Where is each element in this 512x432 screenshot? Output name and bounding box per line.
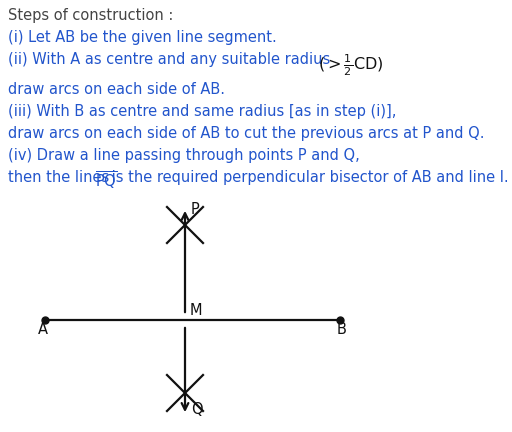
Text: $(> \frac{1}{2}$CD$)$: $(> \frac{1}{2}$CD$)$ [318, 52, 383, 78]
Text: then the lines: then the lines [8, 170, 109, 185]
Text: M: M [190, 303, 203, 318]
Text: (i) Let AB be the given line segment.: (i) Let AB be the given line segment. [8, 30, 277, 45]
Text: Steps of construction :: Steps of construction : [8, 8, 174, 23]
Text: (iii) With B as centre and same radius [as in step (i)],: (iii) With B as centre and same radius [… [8, 104, 396, 119]
Text: is the required perpendicular bisector of AB and line l.: is the required perpendicular bisector o… [107, 170, 508, 185]
Text: B: B [337, 322, 347, 337]
Text: (ii) With A as centre and any suitable radius: (ii) With A as centre and any suitable r… [8, 52, 330, 67]
Text: (iv) Draw a line passing through points P and Q,: (iv) Draw a line passing through points … [8, 148, 360, 163]
Text: $\overline{\mathrm{PQ}}$: $\overline{\mathrm{PQ}}$ [95, 170, 117, 192]
Text: P: P [191, 201, 200, 216]
Text: draw arcs on each side of AB to cut the previous arcs at P and Q.: draw arcs on each side of AB to cut the … [8, 126, 484, 141]
Text: draw arcs on each side of AB.: draw arcs on each side of AB. [8, 82, 225, 97]
Text: Q: Q [191, 401, 203, 416]
Text: A: A [38, 322, 48, 337]
